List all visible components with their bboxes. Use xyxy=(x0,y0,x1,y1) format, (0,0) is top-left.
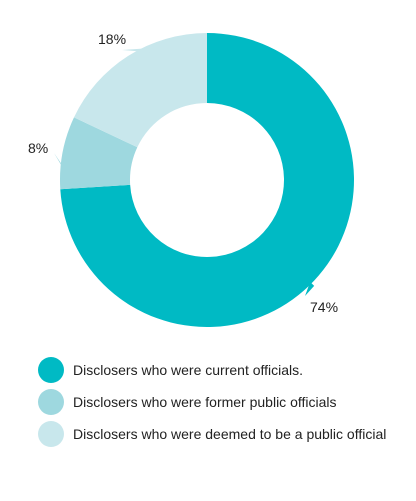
legend-swatch-current-officials xyxy=(38,357,64,383)
label-leaders xyxy=(54,48,315,296)
donut-slice-current-officials xyxy=(60,33,355,327)
value-label-deemed-officials: 18% xyxy=(98,31,126,47)
leader-current-officials xyxy=(305,281,315,296)
legend-swatch-deemed-officials xyxy=(38,421,64,447)
leader-former-officials xyxy=(54,153,67,172)
value-label-current-officials: 74% xyxy=(310,299,338,315)
legend-label-former-officials: Disclosers who were former public offici… xyxy=(73,394,337,410)
value-label-former-officials: 8% xyxy=(28,140,48,156)
legend-label-current-officials: Disclosers who were current officials. xyxy=(73,362,304,378)
donut-slice-deemed-officials xyxy=(73,33,208,148)
legend-label-deemed-officials: Disclosers who were deemed to be a publi… xyxy=(73,426,387,442)
value-labels: 74% 8% 18% xyxy=(28,31,338,315)
leader-deemed-officials xyxy=(122,48,151,53)
donut-slice-former-officials xyxy=(59,117,138,190)
legend: Disclosers who were current officials. D… xyxy=(38,357,386,453)
legend-swatch-former-officials xyxy=(38,389,64,415)
donut-chart: 74% 8% 18% xyxy=(28,31,355,327)
legend-item-former-officials: Disclosers who were former public offici… xyxy=(38,389,386,415)
legend-item-deemed-officials: Disclosers who were deemed to be a publi… xyxy=(38,421,386,447)
donut-slices xyxy=(59,33,355,327)
legend-item-current-officials: Disclosers who were current officials. xyxy=(38,357,386,383)
